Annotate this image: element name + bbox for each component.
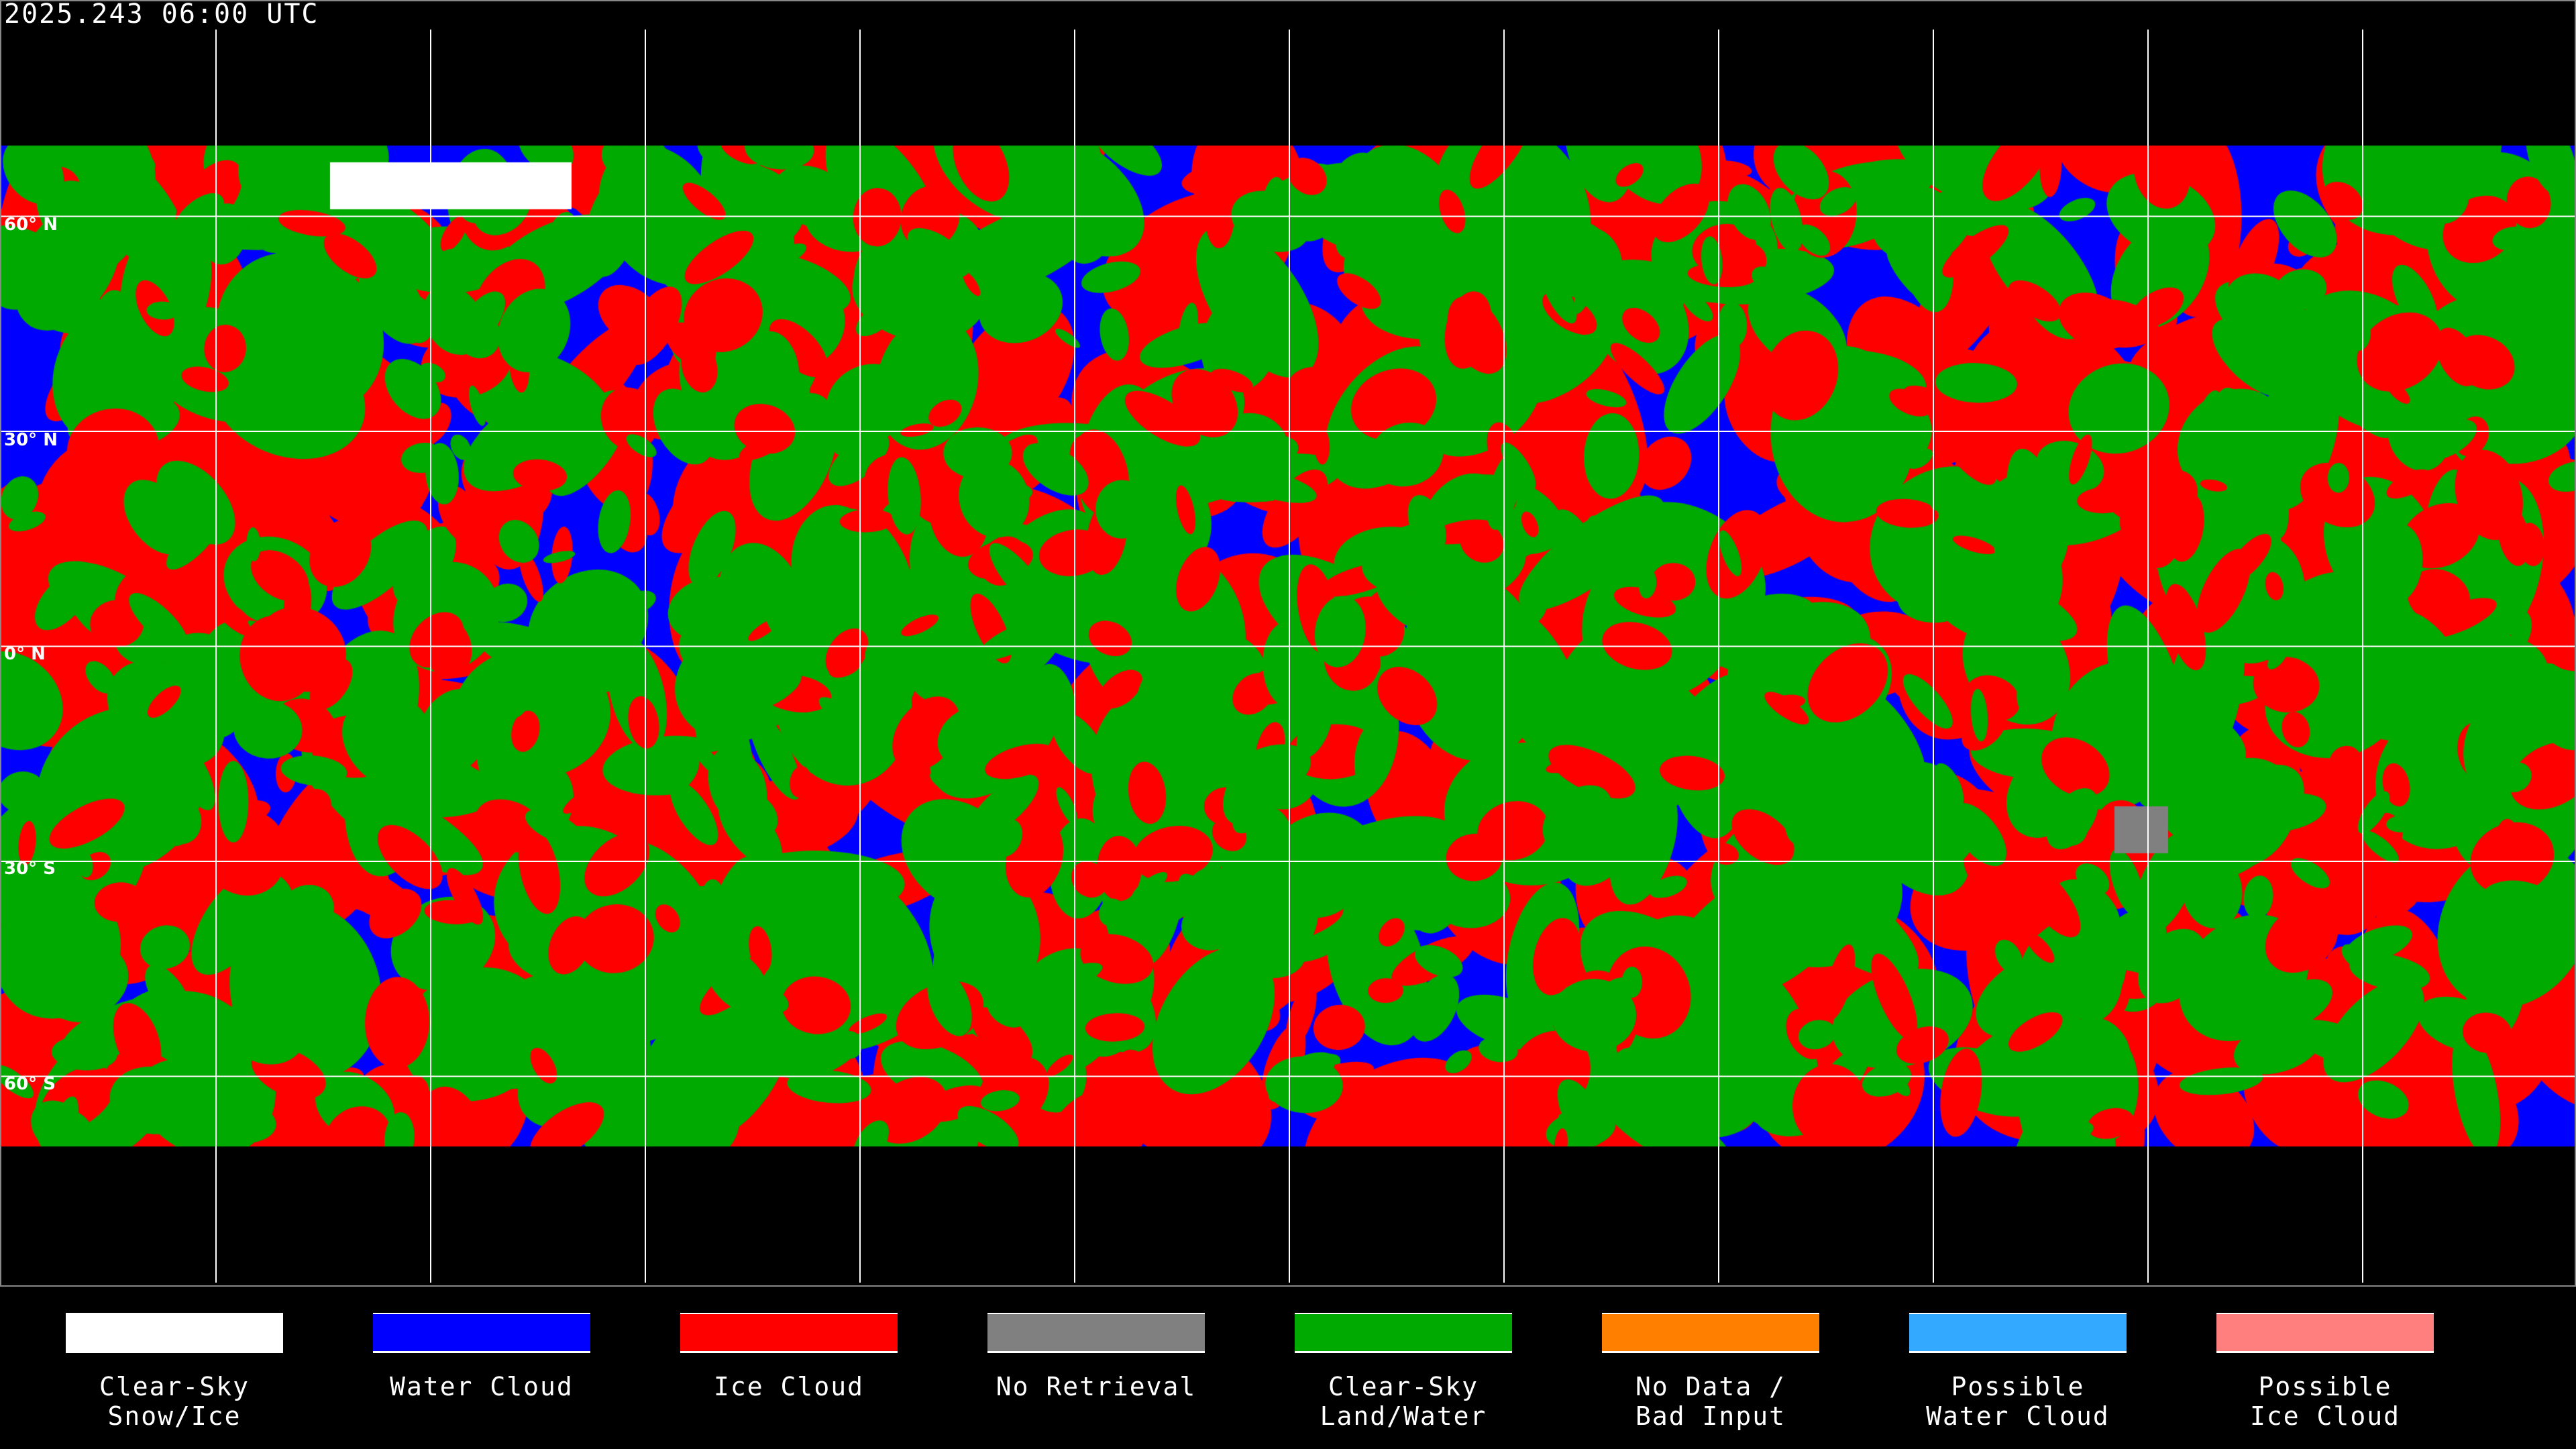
legend-swatch (1909, 1313, 2127, 1353)
legend-label: Clear-Sky Snow/Ice (99, 1372, 250, 1431)
lat-label-30n: 30° N (4, 430, 58, 450)
lat-label-30s: 30° S (4, 859, 56, 879)
timestamp-title: 2025.243 06:00 UTC (4, 0, 319, 30)
legend-swatch (680, 1313, 898, 1353)
legend-swatch (1295, 1313, 1512, 1353)
legend-label: Ice Cloud (714, 1372, 864, 1401)
lat-label-60s: 60° S (4, 1074, 56, 1094)
legend-label: No Data / Bad Input (1635, 1372, 1786, 1431)
legend-item-clear-sky-snow-ice: Clear-Sky Snow/Ice (66, 1313, 283, 1431)
legend-swatch (66, 1313, 283, 1353)
legend-label: Clear-Sky Land/Water (1320, 1372, 1487, 1431)
legend-label: Possible Water Cloud (1926, 1372, 2110, 1431)
legend-label: Water Cloud (390, 1372, 574, 1401)
cloud-phase-map: 2025.243 06:00 UTC 60° N 30° N 0° N 30° … (0, 0, 2576, 1287)
legend-item-water-cloud: Water Cloud (373, 1313, 590, 1401)
lat-lon-grid (1, 30, 2575, 1283)
legend-swatch (1602, 1313, 1819, 1353)
legend-item-clear-sky-land-water: Clear-Sky Land/Water (1295, 1313, 1512, 1431)
lat-label-60n: 60° N (4, 215, 58, 235)
legend-item-possible-water-cloud: Possible Water Cloud (1909, 1313, 2127, 1431)
legend-item-ice-cloud: Ice Cloud (680, 1313, 898, 1401)
legend-swatch (2216, 1313, 2434, 1353)
legend-swatch (373, 1313, 590, 1353)
legend-label: No Retrieval (996, 1372, 1197, 1401)
legend-item-no-retrieval: No Retrieval (987, 1313, 1205, 1401)
legend-item-no-data: No Data / Bad Input (1602, 1313, 1819, 1431)
legend-swatch (987, 1313, 1205, 1353)
legend-item-possible-ice-cloud: Possible Ice Cloud (2216, 1313, 2434, 1431)
legend-label: Possible Ice Cloud (2250, 1372, 2400, 1431)
lat-label-0n: 0° N (4, 644, 46, 664)
